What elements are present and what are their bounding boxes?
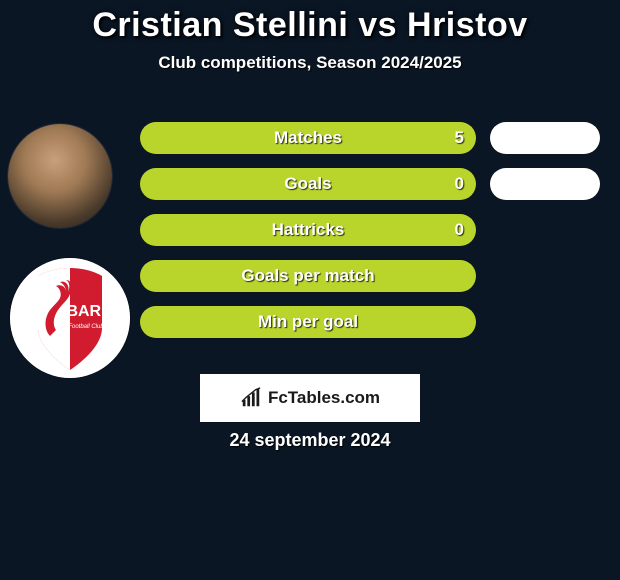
infographic-root: Cristian Stellini vs Hristov Club compet…: [0, 0, 620, 580]
club-badge-text: BARI: [66, 303, 105, 320]
stat-row: Goals per match: [140, 260, 600, 292]
stat-label: Goals: [284, 174, 331, 194]
stat-bar-right: [490, 168, 600, 200]
stat-label: Min per goal: [258, 312, 358, 332]
club-badge: BARI Football Club: [10, 258, 130, 378]
stat-label: Goals per match: [241, 266, 374, 286]
watermark-text: FcTables.com: [268, 388, 380, 408]
stat-label: Hattricks: [272, 220, 345, 240]
stat-bar-left: Goals 0: [140, 168, 476, 200]
chart-icon: [240, 387, 262, 409]
date-text: 24 september 2024: [0, 430, 620, 451]
stat-value-left: 0: [455, 220, 464, 240]
stat-label: Matches: [274, 128, 342, 148]
stat-value-left: 0: [455, 174, 464, 194]
page-title: Cristian Stellini vs Hristov: [0, 0, 620, 45]
stat-row: Hattricks 0: [140, 214, 600, 246]
stat-bar-left: Matches 5: [140, 122, 476, 154]
stat-rows: Matches 5 Goals 0 Hattricks 0 Goals per match M…: [140, 122, 600, 352]
player1-avatar: [8, 124, 112, 228]
stat-bar-right: [490, 122, 600, 154]
stat-bar-left: Goals per match: [140, 260, 476, 292]
stat-bar-left: Min per goal: [140, 306, 476, 338]
club-badge-subtext: Football Club: [68, 324, 104, 330]
club-badge-svg: BARI Football Club: [10, 258, 130, 378]
stat-row: Matches 5: [140, 122, 600, 154]
stat-row: Goals 0: [140, 168, 600, 200]
subtitle: Club competitions, Season 2024/2025: [0, 53, 620, 73]
stat-value-left: 5: [455, 128, 464, 148]
watermark: FcTables.com: [200, 374, 420, 422]
stat-row: Min per goal: [140, 306, 600, 338]
stat-bar-left: Hattricks 0: [140, 214, 476, 246]
